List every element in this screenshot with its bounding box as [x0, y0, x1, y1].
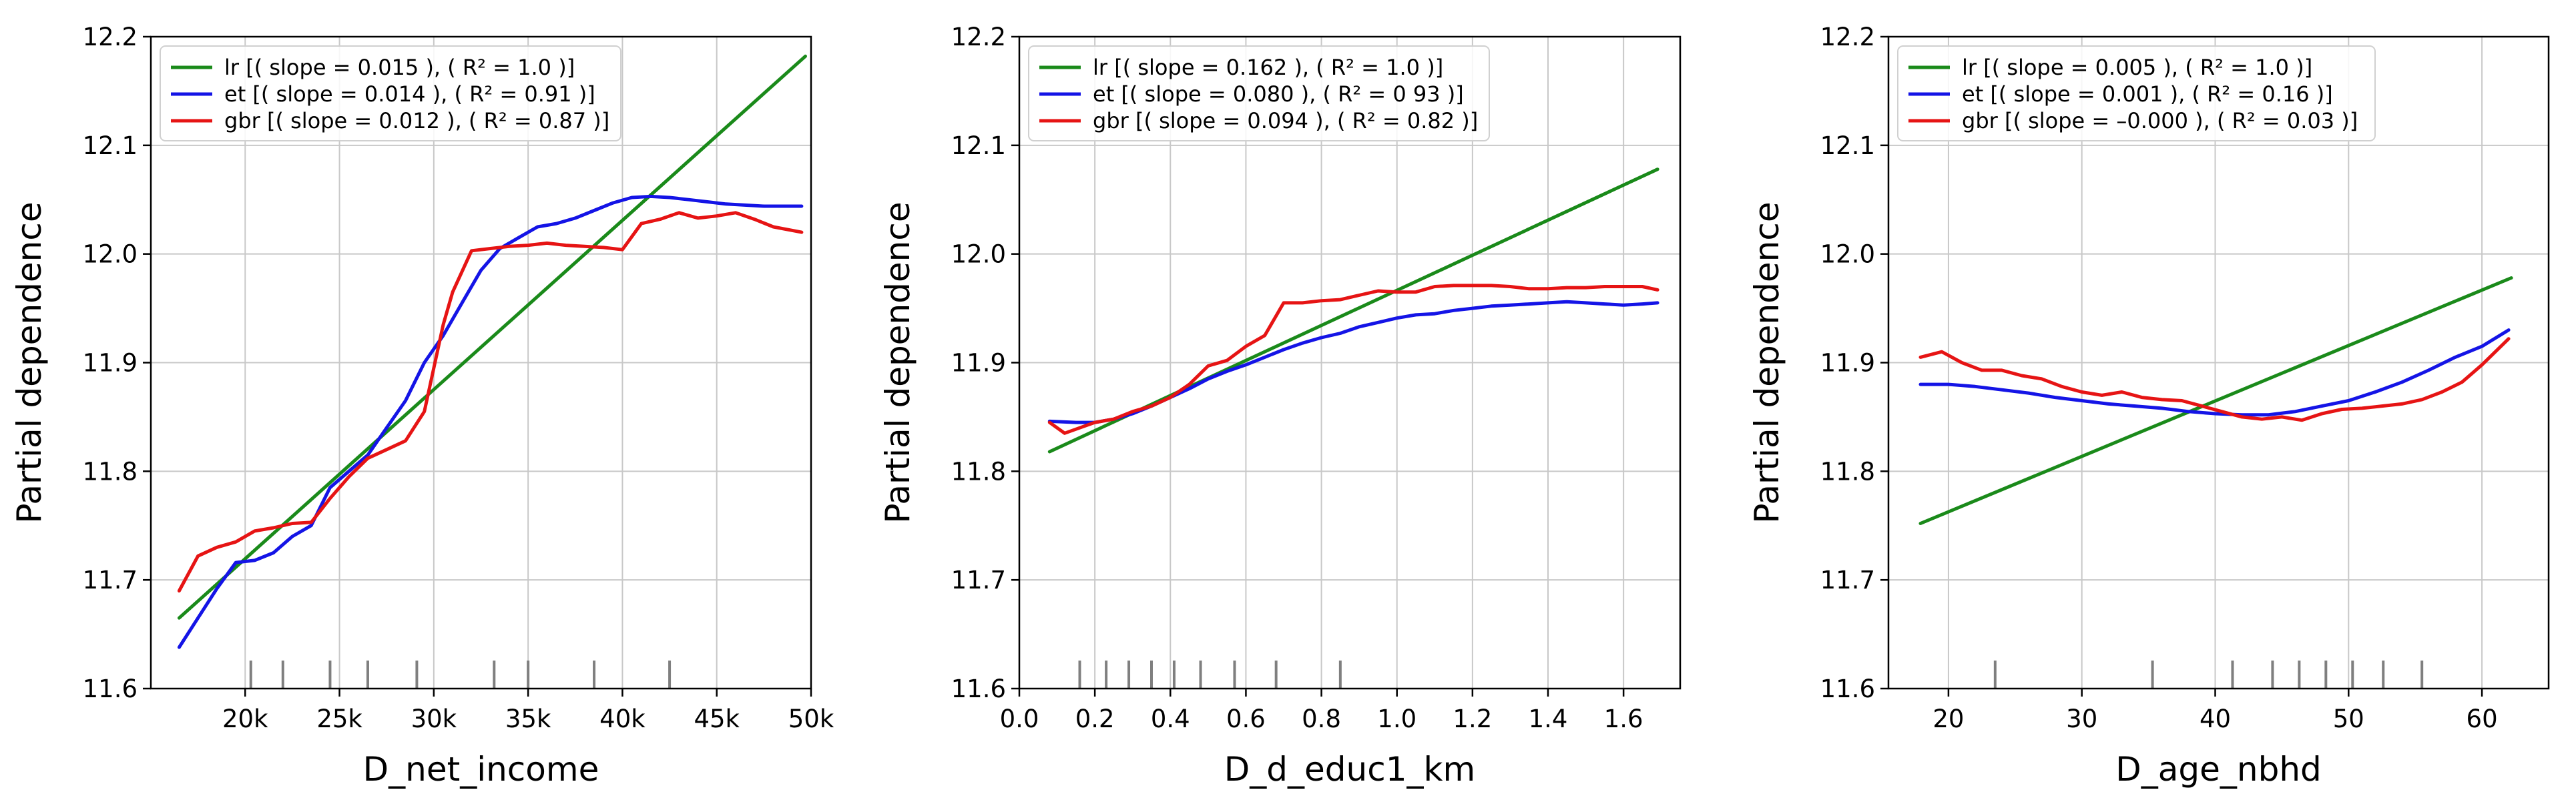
y-tick-label: 11.8 — [83, 457, 138, 486]
y-tick-label: 12.1 — [1820, 131, 1875, 160]
x-tick-label: 1.4 — [1529, 705, 1568, 733]
x-axis-label-net-income: D_net_income — [363, 750, 599, 789]
et-line-age-nbhd — [1918, 328, 2511, 417]
x-tick-label: 45k — [694, 705, 740, 733]
y-tick-label: 11.7 — [951, 566, 1006, 594]
x-tick-label: 0.8 — [1302, 705, 1341, 733]
legend-educ-distance: lr [( slope = 0.162 ), ( R² = 1.0 )]et [… — [1028, 45, 1490, 141]
y-axis-label-educ-distance: Partial dependence — [878, 202, 917, 523]
legend-box — [1897, 45, 2376, 141]
x-tick-label: 1.6 — [1604, 705, 1643, 733]
y-tick-label: 12.0 — [951, 240, 1006, 269]
y-tick-label: 11.8 — [1820, 457, 1875, 486]
y-tick-label: 12.1 — [83, 131, 138, 160]
x-tick-label: 0.4 — [1151, 705, 1190, 733]
x-tick-label: 20k — [222, 705, 268, 733]
y-tick-label: 11.9 — [1820, 349, 1875, 378]
y-tick-label: 12.2 — [83, 23, 138, 51]
lr-line-age-nbhd — [1918, 276, 2513, 525]
x-tick-label: 40 — [2200, 705, 2231, 733]
lr-legend-label: lr [( slope = 0.005 ), ( R² = 1.0 )] — [1962, 55, 2312, 80]
y-tick-label: 11.7 — [1820, 566, 1875, 594]
gbr-legend-label: gbr [( slope = –0.000 ), ( R² = 0.03 )] — [1962, 108, 2358, 133]
y-tick-label: 11.6 — [951, 675, 1006, 703]
panel-net-income: 20k 25k 30k 35k 40k 45k 50k 11.6 11.7 11.8 11.9 12.… — [10, 23, 834, 789]
x-tick-label: 40k — [599, 705, 646, 733]
x-tick-label: 35k — [505, 705, 551, 733]
gbr-legend-label: gbr [( slope = 0.094 ), ( R² = 0.82 )] — [1093, 108, 1478, 133]
et-line-net-income — [177, 194, 804, 649]
x-tick-label: 1.2 — [1453, 705, 1492, 733]
y-tick-label: 11.7 — [83, 566, 138, 594]
et-legend-label: et [( slope = 0.080 ), ( R² = 0 93 )] — [1093, 81, 1464, 107]
legend-box — [160, 45, 621, 141]
y-tick-label: 12.2 — [951, 23, 1006, 51]
y-tick-label: 12.1 — [951, 131, 1006, 160]
y-tick-label: 11.9 — [951, 349, 1006, 378]
et-legend-label: et [( slope = 0.014 ), ( R² = 0.91 )] — [224, 81, 595, 107]
y-axis-label-age-nbhd: Partial dependence — [1748, 202, 1786, 523]
y-tick-label: 11.9 — [83, 349, 138, 378]
y-tick-label: 12.2 — [1820, 23, 1875, 51]
gbr-line-age-nbhd — [1918, 337, 2511, 422]
panel-educ-distance: 0.0 0.2 0.4 0.6 0.8 1.0 1.2 1.4 1.6 11.6 11.7 11.8 1… — [878, 23, 1682, 789]
x-tick-label: 50 — [2333, 705, 2364, 733]
legend-net-income: lr [( slope = 0.015 ), ( R² = 1.0 )]et [… — [160, 45, 621, 141]
x-tick-label: 20 — [1933, 705, 1964, 733]
lr-legend-label: lr [( slope = 0.015 ), ( R² = 1.0 )] — [224, 55, 575, 80]
lr-legend-label: lr [( slope = 0.162 ), ( R² = 1.0 )] — [1093, 55, 1443, 80]
x-tick-label: 0.0 — [1000, 705, 1039, 733]
x-tick-label: 0.2 — [1075, 705, 1115, 733]
x-tick-label: 50k — [788, 705, 834, 733]
y-tick-label: 11.8 — [951, 457, 1006, 486]
x-axis-label-educ-distance: D_d_educ1_km — [1224, 750, 1475, 789]
y-tick-label: 12.0 — [83, 240, 138, 269]
gbr-line-educ-distance — [1047, 284, 1659, 435]
x-tick-label: 0.6 — [1226, 705, 1266, 733]
legend-age-nbhd: lr [( slope = 0.005 ), ( R² = 1.0 )]et [… — [1897, 45, 2376, 141]
y-tick-label: 11.6 — [83, 675, 138, 703]
gbr-line-net-income — [177, 211, 804, 592]
x-tick-label: 30 — [2066, 705, 2097, 733]
y-axis-label-net-income: Partial dependence — [10, 202, 49, 523]
x-tick-label: 1.0 — [1377, 705, 1416, 733]
x-tick-label: 30k — [411, 705, 457, 733]
gbr-legend-label: gbr [( slope = 0.012 ), ( R² = 0.87 )] — [224, 108, 609, 133]
panel-age-nbhd: 20 30 40 50 60 11.6 11.7 11.8 11.9 12.0 12.1 12.2 l… — [1748, 23, 2550, 789]
x-axis-label-age-nbhd: D_age_nbhd — [2115, 750, 2322, 789]
x-tick-label: 25k — [316, 705, 362, 733]
y-tick-label: 12.0 — [1820, 240, 1875, 269]
x-tick-label: 60 — [2467, 705, 2498, 733]
y-tick-label: 11.6 — [1820, 675, 1875, 703]
legend-box — [1028, 45, 1490, 141]
et-legend-label: et [( slope = 0.001 ), ( R² = 0.16 )] — [1962, 81, 2333, 107]
